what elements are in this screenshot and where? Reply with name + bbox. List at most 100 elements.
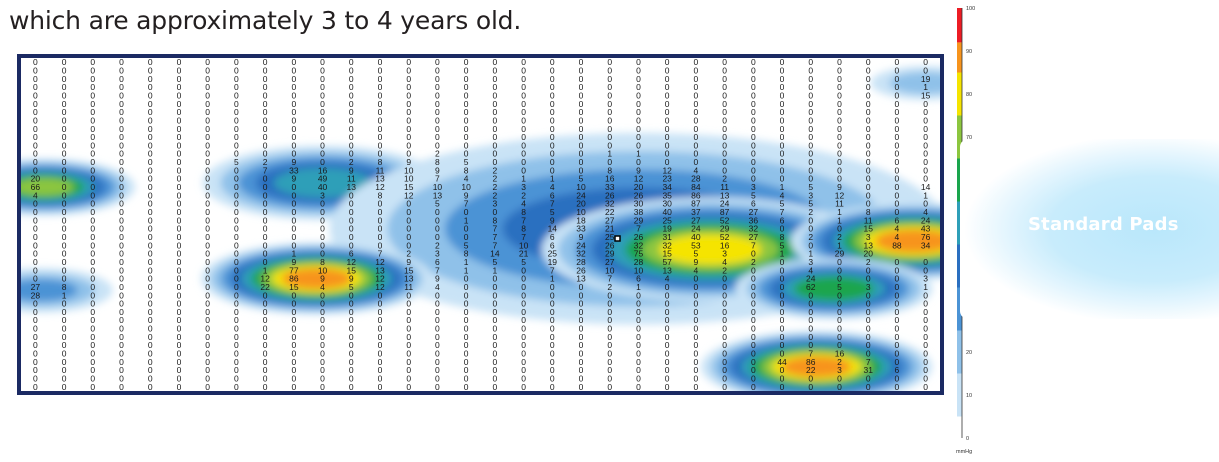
cell-value: 0 [550,107,555,117]
cell-value: 0 [895,149,900,159]
cell-value: 0 [895,324,900,334]
cell-value: 0 [148,74,153,84]
cell-value: 9 [291,257,296,267]
colorbar-band-4 [957,244,962,288]
cell-value: 0 [722,115,727,125]
cell-value: 0 [607,140,612,150]
cell-value: 0 [378,82,383,92]
cell-value: 0 [291,290,296,300]
cell-value: 0 [406,90,411,100]
standard-pads-tab[interactable] [960,139,1219,319]
cell-value: 2 [492,165,497,175]
cell-value: 0 [62,174,67,184]
cell-value: 0 [751,274,756,284]
cell-value: 0 [62,307,67,317]
cell-value: 0 [406,357,411,367]
cell-value: 0 [205,165,210,175]
cell-value: 0 [349,65,354,75]
cell-value: 1 [636,282,641,292]
cell-value: 0 [694,382,699,391]
cell-value: 0 [636,132,641,142]
cell-value: 0 [205,365,210,375]
cell-value: 0 [263,307,268,317]
cell-value: 0 [579,132,584,142]
cell-value: 0 [923,115,928,125]
cell-value: 0 [722,107,727,117]
cell-value: 40 [691,232,701,242]
cell-value: 0 [837,124,842,134]
cell-value: 0 [780,290,785,300]
cell-value: 0 [837,165,842,175]
cell-value: 0 [464,307,469,317]
cell-value: 0 [521,74,526,84]
cell-value: 0 [205,232,210,242]
cell-value: 28 [634,257,644,267]
cell-value: 0 [694,74,699,84]
cell-value: 0 [895,58,900,67]
cell-value: 32 [662,240,672,250]
cell-value: 0 [320,324,325,334]
cell-value: 0 [148,307,153,317]
cell-value: 0 [406,290,411,300]
cell-value: 0 [579,65,584,75]
cell-value: 0 [607,74,612,84]
cell-value: 0 [349,299,354,309]
cell-value: 0 [694,374,699,384]
cell-value: 0 [550,140,555,150]
cell-value: 0 [205,282,210,292]
cell-value: 0 [62,357,67,367]
cell-value: 0 [808,140,813,150]
cell-value: 8 [521,224,526,234]
cell-value: 0 [291,365,296,375]
cell-value: 4 [923,207,928,217]
cell-value: 0 [665,349,670,359]
cell-value: 0 [263,174,268,184]
cell-value: 0 [837,82,842,92]
cell-value: 0 [320,207,325,217]
cell-value: 0 [694,115,699,125]
cell-value: 0 [492,340,497,350]
cell-value: 0 [694,124,699,134]
cell-value: 0 [62,74,67,84]
cell-value: 0 [722,315,727,325]
cell-value: 0 [62,240,67,250]
cell-value: 15 [289,282,299,292]
cell-value: 4 [521,199,526,209]
cell-value: 0 [234,199,239,209]
cell-value: 0 [148,374,153,384]
cell-value: 0 [636,324,641,334]
cell-value: 0 [33,315,38,325]
cell-value: 0 [205,290,210,300]
cell-value: 0 [435,340,440,350]
cell-value: 0 [148,90,153,100]
cell-value: 0 [33,74,38,84]
cell-value: 0 [234,324,239,334]
heat-contour-5-8 [281,268,352,289]
cell-value: 0 [808,240,813,250]
cell-value: 0 [435,315,440,325]
cell-value: 6 [895,215,900,225]
cell-value: 0 [378,232,383,242]
cell-value: 0 [694,90,699,100]
cell-value: 0 [263,132,268,142]
cell-value: 0 [579,315,584,325]
cell-value: 0 [62,149,67,159]
cell-value: 34 [662,182,672,192]
cell-value: 0 [406,99,411,109]
cell-value: 62 [806,282,816,292]
cell-value: 0 [837,157,842,167]
cell-value: 0 [291,307,296,317]
cell-value: 0 [550,115,555,125]
cell-value: 0 [33,382,38,391]
cell-value: 0 [895,190,900,200]
cell-value: 0 [521,357,526,367]
cell-value: 29 [835,249,845,259]
cell-value: 0 [751,74,756,84]
cell-value: 0 [923,165,928,175]
cell-value: 22 [806,365,816,375]
cell-value: 13 [576,274,586,284]
cell-value: 0 [607,382,612,391]
cell-value: 0 [464,132,469,142]
cell-value: 0 [751,174,756,184]
cell-value: 0 [33,107,38,117]
